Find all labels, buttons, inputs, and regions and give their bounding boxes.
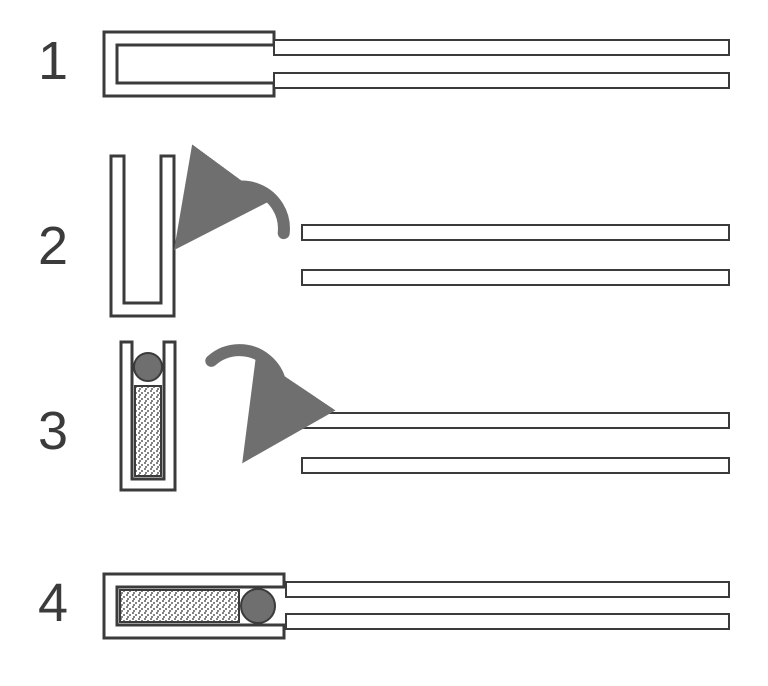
diagram-canvas — [0, 0, 768, 686]
